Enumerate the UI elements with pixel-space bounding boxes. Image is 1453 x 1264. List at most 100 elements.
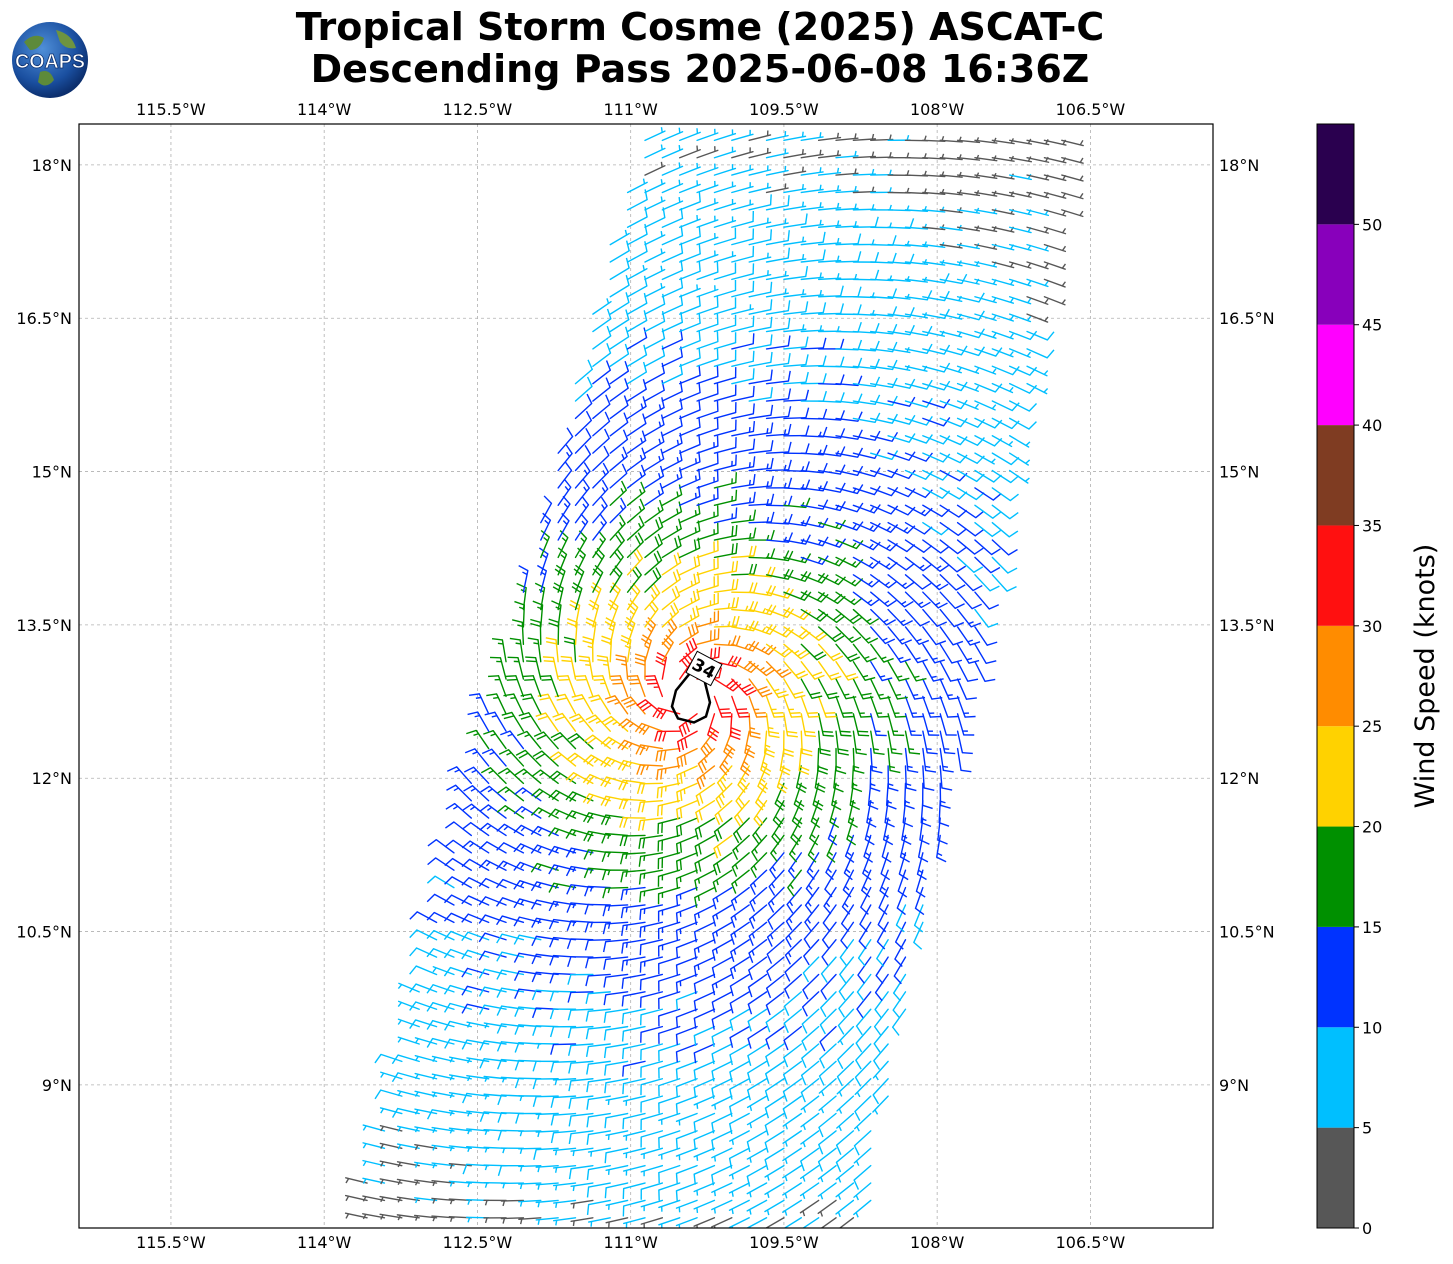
wind-barb [540, 529, 550, 559]
wind-barb [729, 991, 750, 1014]
wind-barb [823, 886, 837, 915]
wind-barb [922, 290, 950, 302]
wind-barb [817, 660, 842, 681]
wind-barb [592, 308, 612, 333]
wind-barb [1026, 365, 1049, 377]
wind-barb [974, 469, 1002, 483]
wind-barb [870, 521, 899, 533]
wind-barb [800, 132, 824, 142]
wind-barb [696, 285, 719, 298]
wind-barb [552, 1078, 577, 1086]
wind-barb [771, 817, 785, 845]
wind-barb [626, 464, 646, 489]
wind-barb [601, 715, 629, 732]
wind-barb [697, 747, 716, 774]
wind-barb [735, 782, 750, 810]
lat-tick-label-right: 10.5°N [1219, 923, 1275, 942]
wind-barb [829, 800, 840, 829]
wind-barb [894, 939, 907, 967]
wind-barb [711, 956, 733, 979]
wind-barb [694, 817, 716, 840]
wind-barb [588, 599, 600, 628]
wind-barb [675, 921, 698, 941]
wind-barb [713, 251, 737, 263]
wind-barb [626, 549, 644, 576]
wind-barb [854, 1112, 872, 1132]
wind-barb [693, 1008, 716, 1029]
wind-barb [574, 547, 586, 576]
wind-barb [540, 495, 553, 524]
wind-barb [584, 939, 611, 951]
wind-barb [620, 886, 646, 901]
wind-barb [904, 626, 930, 645]
wind-barb [991, 382, 1014, 394]
wind-barb [432, 966, 455, 976]
wind-barb [500, 1182, 525, 1189]
wind-barb [853, 1182, 872, 1201]
wind-barb [605, 1199, 629, 1210]
wind-barb [380, 1071, 403, 1080]
wind-barb [557, 547, 568, 576]
lat-tick-label-left: 18°N [32, 156, 72, 175]
wind-barb [818, 1095, 837, 1114]
wind-barb [748, 130, 772, 142]
wind-barb [518, 1130, 542, 1137]
wind-barb [626, 582, 641, 611]
wind-barb [818, 1130, 837, 1155]
wind-barb [488, 675, 507, 698]
wind-barb [679, 622, 699, 646]
wind-barb [500, 1217, 525, 1224]
wind-barb [431, 1144, 455, 1151]
wind-barb [604, 617, 616, 646]
wind-barb [500, 1199, 525, 1207]
colorbar-tick-label: 15 [1362, 918, 1382, 937]
wind-barb [626, 361, 648, 385]
wind-barb [609, 463, 628, 489]
wind-barb [711, 1095, 733, 1110]
lat-tick-label-left: 13.5°N [16, 616, 72, 635]
wind-barb [731, 245, 755, 263]
wind-barb [426, 893, 455, 906]
lon-tick-label-top: 111°W [603, 100, 658, 119]
wind-barb [587, 1147, 611, 1157]
wind-barb [782, 1112, 802, 1130]
wind-barb [603, 1008, 629, 1023]
wind-barb [675, 939, 698, 959]
wind-barb [731, 678, 757, 696]
wind-barb [835, 203, 859, 211]
wind-barb [1008, 400, 1038, 412]
wind-barb [922, 643, 945, 664]
wind-barb [638, 852, 664, 867]
wind-barb [713, 578, 739, 593]
wind-barb [731, 211, 755, 228]
wind-barb [732, 817, 750, 844]
wind-barb [592, 530, 607, 559]
wind-barb [807, 834, 820, 863]
colorbar: 0 5 10 15 20 25 30 35 40 45 50 [1316, 123, 1382, 1238]
wind-barb [922, 765, 935, 792]
wind-barb [800, 1112, 820, 1131]
wind-barb [592, 462, 610, 489]
wind-barb [922, 435, 951, 445]
wind-barb [621, 956, 646, 972]
wind-barb [852, 678, 874, 700]
wind-barb [765, 568, 794, 580]
wind-barb [409, 929, 438, 941]
wind-barb [856, 973, 872, 1001]
wind-barb [939, 365, 962, 374]
wind-barb [712, 886, 733, 910]
wind-barb [800, 426, 828, 438]
wind-barb [783, 336, 809, 350]
wind-barb [765, 1025, 785, 1050]
wind-barb [676, 765, 698, 786]
wind-barb [567, 1025, 594, 1039]
wind-barb [748, 147, 772, 159]
wind-barb [835, 133, 859, 142]
wind-barb [835, 150, 859, 159]
wind-barb [731, 164, 754, 176]
wind-barb [800, 1078, 820, 1103]
wind-barb [567, 1043, 594, 1056]
wind-barb [748, 422, 774, 437]
wind-barb [644, 567, 662, 593]
colorbar-bin [1317, 425, 1354, 526]
